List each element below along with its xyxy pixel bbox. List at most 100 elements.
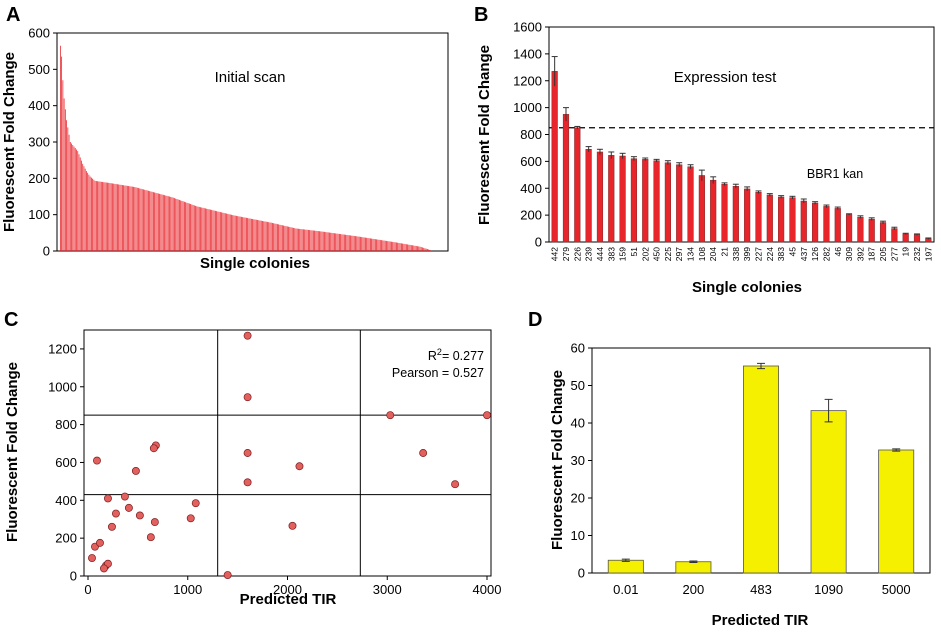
chart-a-bar xyxy=(379,239,381,251)
y-tick-label: 300 xyxy=(28,135,50,150)
chart-a-bar xyxy=(206,208,208,251)
chart-a-bar xyxy=(334,233,335,251)
chart-a-bar xyxy=(270,222,272,251)
chart-a-bar xyxy=(197,206,199,251)
chart-a-bar xyxy=(207,209,209,251)
chart-b-bar xyxy=(653,160,660,243)
chart-b-bar xyxy=(789,197,796,243)
y-tick-label: 200 xyxy=(520,208,542,223)
chart-a-bar xyxy=(81,160,82,251)
chart-a-bar xyxy=(110,183,112,251)
chart-a-bar xyxy=(223,212,225,251)
chart-d-bar xyxy=(810,410,847,574)
chart-c-point xyxy=(386,411,395,420)
chart-d-xlabel: Predicted TIR xyxy=(712,612,809,629)
chart-a-bar xyxy=(356,236,358,251)
chart-a-bar xyxy=(157,193,159,251)
x-tick-label: 0 xyxy=(84,582,91,597)
chart-a-bar xyxy=(312,230,314,251)
chart-a-bar xyxy=(97,181,98,251)
chart-a-bar xyxy=(248,218,250,251)
chart-b-bar xyxy=(732,185,739,243)
chart-b-x-tick-label: 282 xyxy=(821,247,831,261)
chart-a-bar xyxy=(308,229,309,251)
chart-c-point xyxy=(135,511,144,520)
chart-b-bars xyxy=(551,56,932,243)
chart-b-x-tick-label: 383 xyxy=(606,247,616,261)
chart-a-bar xyxy=(228,214,230,251)
chart-a-bar xyxy=(355,236,356,251)
chart-a-bar xyxy=(201,207,203,251)
chart-a-bar xyxy=(264,221,266,251)
chart-c-point xyxy=(243,449,252,457)
chart-a-bar xyxy=(99,181,101,251)
y-tick-label: 400 xyxy=(520,181,542,196)
chart-a-bar xyxy=(136,187,138,251)
panel-label-a: A xyxy=(6,4,20,26)
chart-c-point xyxy=(243,478,252,487)
chart-a-bar xyxy=(156,193,158,251)
chart-a-bar xyxy=(265,221,267,251)
y-tick-label: 800 xyxy=(55,417,77,432)
chart-c-point xyxy=(103,494,112,503)
chart-a-bar xyxy=(180,200,182,251)
chart-a-bar xyxy=(103,182,105,251)
chart-a-bar xyxy=(263,221,265,251)
chart-a-bar xyxy=(82,163,84,251)
chart-a-bar xyxy=(98,181,100,251)
chart-a-bar xyxy=(365,237,366,251)
chart-c-point xyxy=(243,331,252,340)
chart-a-bar xyxy=(322,231,324,251)
chart-a-bar xyxy=(246,217,247,251)
chart-a-bar xyxy=(73,146,75,251)
chart-b-x-ticks: 442 279 226 239 444 383 159 51 202 450 225 297 134 10… xyxy=(550,247,934,261)
chart-a-bar xyxy=(343,234,345,251)
chart-a-bar xyxy=(301,229,303,251)
chart-a-bar xyxy=(317,231,319,251)
chart-b-bar xyxy=(608,155,615,243)
chart-a-bar xyxy=(95,181,97,251)
y-tick-label: 1600 xyxy=(513,20,542,35)
chart-a-bar xyxy=(397,242,399,251)
chart-a-bar xyxy=(243,217,245,251)
chart-a-bar xyxy=(284,225,286,251)
chart-a-bar xyxy=(348,235,350,251)
chart-a-bar xyxy=(398,242,400,251)
chart-a-bar xyxy=(337,233,339,251)
chart-d-bar xyxy=(675,561,712,574)
chart-a-bar xyxy=(153,192,154,251)
chart-b-bar xyxy=(596,151,604,243)
chart-a-bar xyxy=(360,236,361,251)
chart-a-bar xyxy=(78,154,80,251)
chart-a-bar xyxy=(151,191,153,251)
chart-b-x-tick-label: 51 xyxy=(629,247,639,257)
chart-a-bar xyxy=(383,240,385,251)
chart-a-bar xyxy=(143,189,144,251)
chart-a-bar xyxy=(138,188,139,251)
chart-b-x-tick-label: 392 xyxy=(855,247,865,261)
chart-a-bar xyxy=(306,229,308,251)
chart-a-bar xyxy=(427,249,428,251)
chart-a-bar xyxy=(258,220,260,251)
chart-a-bar xyxy=(234,215,236,251)
chart-a-bar xyxy=(211,209,213,251)
chart-a-bar xyxy=(87,172,89,251)
chart-a-bar xyxy=(330,232,332,251)
chart-b-bar xyxy=(845,214,853,243)
chart-a-bar xyxy=(299,228,301,251)
y-tick-label: 1000 xyxy=(513,100,542,115)
chart-a-bar xyxy=(260,220,262,251)
chart-a-bar xyxy=(274,223,276,251)
chart-b-x-tick-label: 205 xyxy=(878,247,888,261)
chart-c-point xyxy=(243,393,252,402)
chart-b-x-tick-label: 399 xyxy=(742,247,752,261)
chart-a-bar xyxy=(286,226,288,251)
chart-a-bar xyxy=(83,166,85,251)
chart-a-bar xyxy=(370,238,371,251)
chart-a-ylabel: Fluorescent Fold Change xyxy=(1,52,18,232)
chart-a-bar xyxy=(409,244,411,251)
chart-a-bar xyxy=(171,197,173,251)
y-tick-label: 1200 xyxy=(513,73,542,88)
